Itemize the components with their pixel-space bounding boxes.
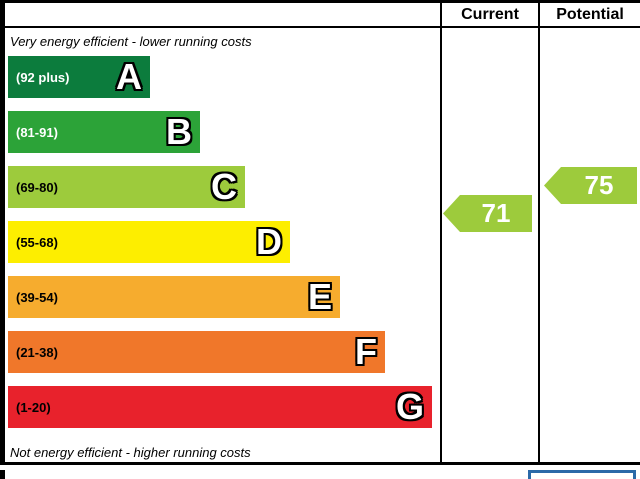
table-border-bottom [0, 462, 640, 465]
band-d-range: (55-68) [16, 234, 58, 250]
band-b: (81-91) B [8, 111, 200, 153]
band-c-letter: C [211, 166, 237, 207]
table-border-top [0, 0, 640, 3]
band-g-letter: G [395, 386, 424, 427]
bottom-note: Not energy efficient - higher running co… [10, 445, 251, 460]
potential-column-divider [538, 0, 540, 465]
band-a-range: (92 plus) [16, 69, 70, 85]
partial-blue-box [528, 470, 636, 479]
band-d: (55-68) D [8, 221, 290, 263]
band-f-range: (21-38) [16, 344, 58, 360]
band-e-range: (39-54) [16, 289, 58, 305]
current-rating-arrow: 71 [443, 195, 532, 232]
band-e-letter: E [307, 276, 332, 317]
table-border-left [0, 0, 5, 465]
header-divider-line [0, 26, 640, 28]
band-b-range: (81-91) [16, 124, 58, 140]
band-c-range: (69-80) [16, 179, 58, 195]
current-rating-value: 71 [482, 198, 511, 228]
band-f: (21-38) F [8, 331, 385, 373]
potential-rating-arrow: 75 [544, 167, 637, 204]
potential-rating-value: 75 [585, 170, 614, 200]
next-row-left-border-stub [0, 470, 5, 479]
top-note: Very energy efficient - lower running co… [10, 34, 252, 49]
band-c: (69-80) C [8, 166, 245, 208]
band-a-letter: A [116, 56, 142, 97]
rating-bands-area: Very energy efficient - lower running co… [5, 28, 440, 462]
band-f-letter: F [355, 331, 377, 372]
band-e: (39-54) E [8, 276, 340, 318]
band-d-letter: D [256, 221, 282, 262]
band-a: (92 plus) A [8, 56, 150, 98]
current-column-header: Current [461, 5, 519, 23]
band-g: (1-20) G [8, 386, 432, 428]
current-column-divider [440, 0, 442, 465]
band-b-letter: B [166, 111, 192, 152]
band-g-range: (1-20) [16, 399, 51, 415]
potential-column-header: Potential [556, 5, 624, 23]
